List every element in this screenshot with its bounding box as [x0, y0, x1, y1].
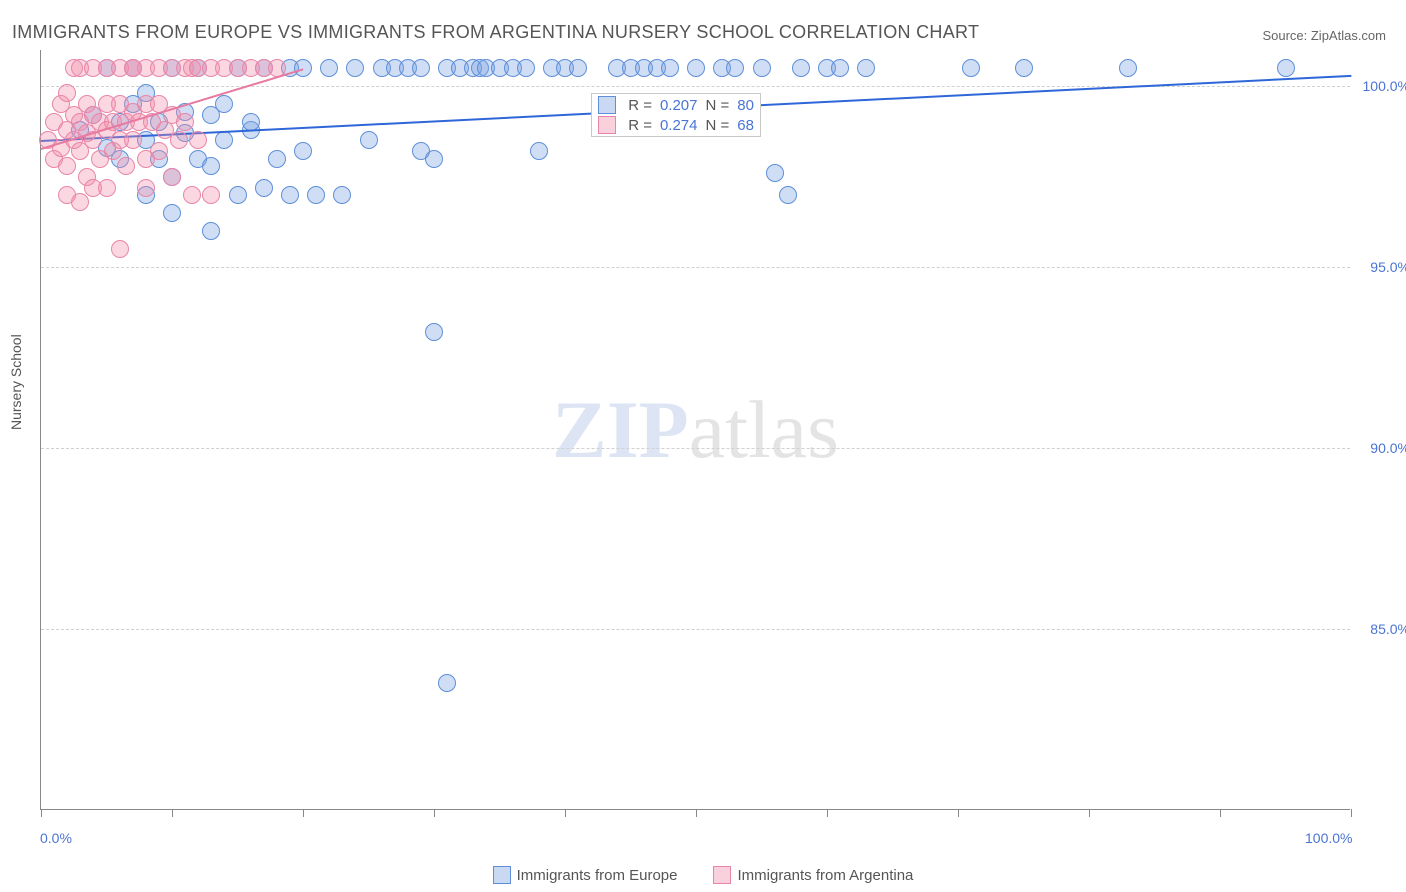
data-point: [1277, 59, 1295, 77]
data-point: [530, 142, 548, 160]
stats-r-value: 0.274: [660, 117, 698, 134]
data-point: [117, 157, 135, 175]
x-tick: [434, 809, 435, 817]
stats-r-value: 0.207: [660, 97, 698, 114]
x-tick: [172, 809, 173, 817]
data-point: [661, 59, 679, 77]
x-tick: [565, 809, 566, 817]
x-tick-label: 100.0%: [1305, 830, 1352, 846]
data-point: [124, 59, 142, 77]
data-point: [268, 150, 286, 168]
data-point: [281, 186, 299, 204]
stats-n-value: 68: [737, 117, 754, 134]
data-point: [425, 150, 443, 168]
data-point: [137, 179, 155, 197]
data-point: [98, 179, 116, 197]
data-point: [163, 168, 181, 186]
x-tick: [1089, 809, 1090, 817]
gridline: [41, 448, 1350, 449]
data-point: [1119, 59, 1137, 77]
stats-n-value: 80: [737, 97, 754, 114]
data-point: [255, 179, 273, 197]
stats-n-label: N =: [706, 97, 730, 114]
x-tick-label: 0.0%: [40, 830, 72, 846]
x-tick: [41, 809, 42, 817]
watermark: ZIPatlas: [552, 383, 839, 477]
data-point: [962, 59, 980, 77]
data-point: [857, 59, 875, 77]
x-tick: [696, 809, 697, 817]
data-point: [792, 59, 810, 77]
watermark-zip: ZIP: [552, 384, 689, 475]
x-tick: [1220, 809, 1221, 817]
data-point: [58, 157, 76, 175]
data-point: [176, 113, 194, 131]
data-point: [183, 186, 201, 204]
data-point: [58, 84, 76, 102]
data-point: [438, 674, 456, 692]
stats-r-label: R =: [628, 117, 652, 134]
legend-swatch: [493, 866, 511, 884]
data-point: [215, 95, 233, 113]
data-point: [412, 59, 430, 77]
data-point: [1015, 59, 1033, 77]
legend-label: Immigrants from Europe: [517, 867, 678, 884]
chart-plot-area: ZIPatlas 85.0%90.0%95.0%100.0%R =0.207N …: [40, 50, 1350, 810]
y-tick-label: 90.0%: [1370, 440, 1406, 456]
source-credit: Source: ZipAtlas.com: [1262, 28, 1386, 43]
x-tick: [827, 809, 828, 817]
stats-r-label: R =: [628, 97, 652, 114]
data-point: [569, 59, 587, 77]
data-point: [163, 204, 181, 222]
data-point: [294, 59, 312, 77]
data-point: [202, 222, 220, 240]
data-point: [189, 131, 207, 149]
data-point: [687, 59, 705, 77]
watermark-atlas: atlas: [689, 384, 839, 475]
source-link[interactable]: ZipAtlas.com: [1311, 28, 1386, 43]
data-point: [71, 193, 89, 211]
legend-label: Immigrants from Argentina: [737, 867, 913, 884]
y-tick-label: 100.0%: [1363, 78, 1406, 94]
data-point: [333, 186, 351, 204]
data-point: [150, 142, 168, 160]
data-point: [170, 131, 188, 149]
chart-title: IMMIGRANTS FROM EUROPE VS IMMIGRANTS FRO…: [12, 22, 979, 43]
data-point: [229, 186, 247, 204]
data-point: [307, 186, 325, 204]
data-point: [360, 131, 378, 149]
y-axis-label: Nursery School: [8, 334, 24, 430]
data-point: [215, 131, 233, 149]
gridline: [41, 267, 1350, 268]
x-tick: [303, 809, 304, 817]
stats-box: R = 0.207 N = 80 R = 0.274 N = 68: [591, 93, 761, 137]
legend-item: Immigrants from Europe: [493, 867, 678, 884]
data-point: [726, 59, 744, 77]
x-tick: [958, 809, 959, 817]
stats-swatch: [598, 96, 616, 114]
data-point: [294, 142, 312, 160]
x-tick: [1351, 809, 1352, 817]
legend: Immigrants from Europe Immigrants from Ar…: [0, 866, 1406, 884]
gridline: [41, 629, 1350, 630]
data-point: [425, 323, 443, 341]
data-point: [753, 59, 771, 77]
data-point: [111, 240, 129, 258]
y-tick-label: 95.0%: [1370, 259, 1406, 275]
y-tick-label: 85.0%: [1370, 621, 1406, 637]
source-prefix: Source:: [1262, 28, 1310, 43]
stats-swatch: [598, 116, 616, 134]
data-point: [202, 186, 220, 204]
data-point: [766, 164, 784, 182]
data-point: [779, 186, 797, 204]
legend-item: Immigrants from Argentina: [713, 867, 913, 884]
legend-swatch: [713, 866, 731, 884]
data-point: [124, 131, 142, 149]
data-point: [517, 59, 535, 77]
data-point: [320, 59, 338, 77]
stats-n-label: N =: [706, 117, 730, 134]
data-point: [346, 59, 364, 77]
data-point: [831, 59, 849, 77]
data-point: [202, 157, 220, 175]
